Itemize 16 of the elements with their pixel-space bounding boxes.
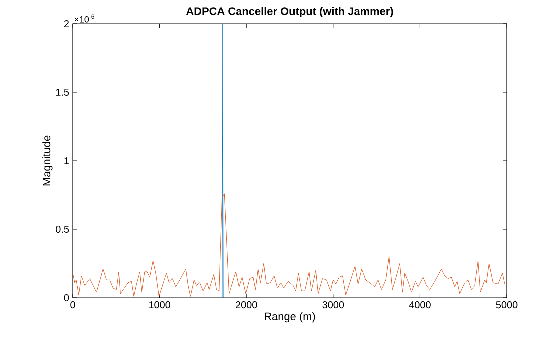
x-tick-label: 2000	[236, 302, 258, 309]
y-tick-label: 1	[64, 158, 69, 164]
x-axis-title: Range (m)	[265, 312, 316, 323]
y-tick-label: 1.5	[56, 89, 70, 96]
chart-title: ADPCA Canceller Output (with Jammer)	[186, 7, 394, 18]
line-series	[72, 194, 508, 297]
text: ×10$^{-6}$	[74, 14, 94, 23]
x-tick-label: 3000	[322, 302, 344, 309]
y-tick-label: 2	[64, 20, 69, 28]
x-tick-label: 4000	[409, 302, 431, 309]
x-tick-label: 5000	[496, 302, 518, 309]
x-tick-label: 0	[70, 302, 76, 309]
y-tick-label: 0	[64, 294, 70, 302]
x-tick-label: 1000	[149, 302, 170, 309]
y-axis-title: Magnitude	[42, 136, 53, 186]
y-tick-label: 0.5	[56, 226, 70, 234]
